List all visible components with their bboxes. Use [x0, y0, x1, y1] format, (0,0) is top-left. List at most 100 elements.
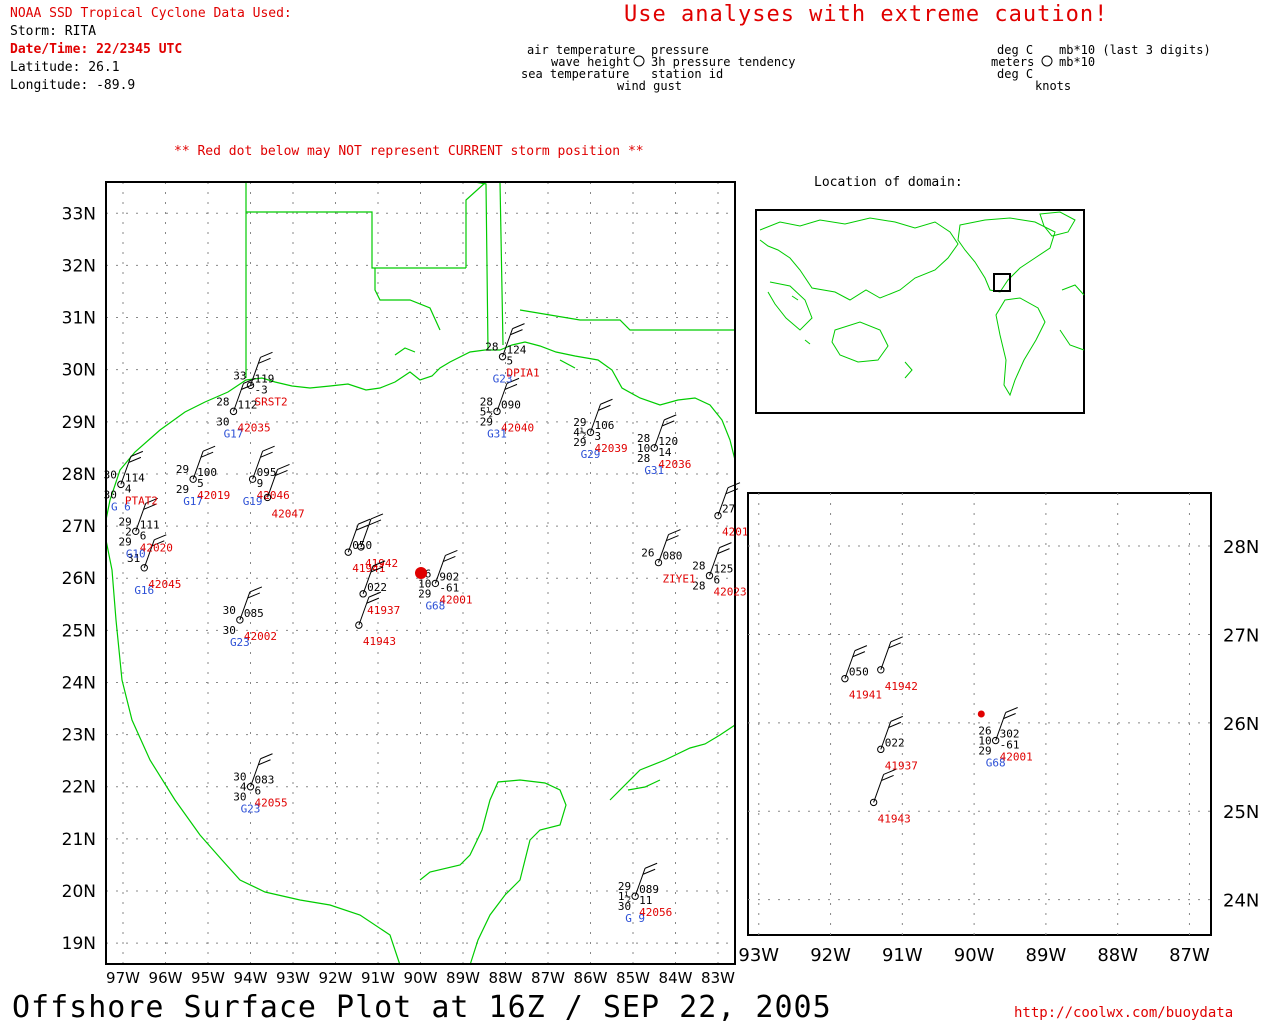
station-tend: 14	[658, 446, 672, 459]
main-lat-label: 31N	[62, 309, 96, 329]
wind-barb-feather	[727, 482, 741, 489]
locator-map	[755, 209, 1085, 414]
station-temp: 26	[978, 725, 991, 738]
station-temp: 30	[233, 771, 246, 784]
wind-barb-feather	[600, 398, 613, 405]
units-sea-temp: deg C	[997, 67, 1034, 81]
wind-barb	[358, 596, 370, 626]
station-temp: 30	[104, 468, 117, 481]
station-sst: 28	[637, 452, 650, 465]
station-pres: 080	[663, 550, 683, 563]
station-id: 42019	[197, 489, 230, 502]
station-tend: 6	[255, 785, 262, 798]
wind-barb-feather	[143, 503, 156, 510]
station-wave: 1½	[618, 890, 631, 903]
station-ship: G31	[644, 464, 664, 477]
inset-lon-label: 88W	[1097, 945, 1138, 966]
storm-datetime: Date/Time: 22/2345 UTC	[10, 42, 183, 57]
inset-lon-label: 90W	[954, 945, 995, 966]
station-41941: 050 41941	[841, 645, 882, 702]
wind-barb-feather	[260, 351, 273, 358]
station-temp: 31	[127, 552, 140, 565]
station-id: 42056	[639, 906, 672, 919]
main-lon-label: 89W	[446, 969, 480, 987]
storm-position-dot	[415, 567, 427, 579]
station-id: PTAT2	[125, 494, 158, 507]
inset-lat-label: 25N	[1223, 802, 1259, 823]
wind-barb-feather	[358, 518, 371, 525]
station-circle	[431, 579, 440, 588]
station-pres: 112	[238, 398, 258, 411]
station-id: SRST2	[255, 395, 288, 408]
station-42013: 27 42013	[714, 482, 755, 539]
wind-barb	[434, 555, 446, 584]
station-sst: 29	[978, 745, 991, 758]
station-id: 42013	[722, 526, 755, 539]
storm-name: Storm: RITA	[10, 24, 97, 39]
wind-barb	[653, 419, 665, 449]
station-ship: G 9	[625, 912, 645, 925]
station-circle	[650, 444, 658, 452]
station-ziye1: 26 080 ZIYE1	[641, 529, 696, 586]
wind-barb-feather	[202, 445, 216, 452]
main-lon-labels: 97W 96W 95W 94W 93W 92W 91W 90W 89W 88W 87W 86W 85W 8…	[106, 969, 735, 987]
wind-barb-feather	[443, 555, 456, 562]
station-circle	[357, 543, 365, 551]
station-circle	[246, 381, 255, 390]
station-id: 42023	[714, 586, 747, 599]
main-lat-label: 27N	[62, 517, 96, 537]
station-wave: 4½	[573, 426, 586, 439]
station-circle	[117, 480, 125, 489]
main-lon-label: 96W	[149, 969, 183, 987]
wind-barb-feather	[504, 383, 518, 390]
station-temp: 28	[637, 432, 650, 445]
wind-barb	[233, 383, 244, 412]
station-ship: G31	[487, 427, 507, 440]
wind-barb-feather	[128, 456, 142, 463]
station-temp: 28	[480, 395, 493, 408]
station-circle	[263, 493, 272, 502]
station-pres: 089	[639, 883, 659, 896]
wind-barb	[250, 758, 261, 787]
station-circle	[132, 527, 140, 535]
wind-barb-feather	[888, 642, 901, 649]
wind-barb-feather	[445, 549, 458, 556]
wind-barb-feather	[243, 377, 256, 384]
main-lat-label: 28N	[62, 465, 96, 485]
station-id: 42036	[658, 458, 691, 471]
wind-barb	[658, 534, 669, 563]
station-sst: 29	[119, 535, 132, 548]
station-circle	[248, 475, 257, 483]
station-id: 42001	[439, 593, 472, 606]
wind-barb	[717, 487, 729, 516]
station-circle	[493, 407, 501, 416]
station-id: 42046	[257, 489, 290, 502]
wind-barb	[634, 868, 646, 897]
station-pres: 085	[244, 607, 264, 620]
inset-lon-label: 89W	[1026, 945, 1067, 966]
station-pres: 106	[595, 419, 615, 432]
station-ship: G 6	[111, 500, 131, 513]
station-ship: G17	[183, 495, 203, 508]
wind-barb	[192, 450, 204, 480]
main-map: 33N 32N 31N 30N 29N 28N 27N 26N 25N 24N 23N 22N 21N 2…	[62, 181, 755, 987]
wind-barb	[360, 518, 372, 548]
wind-barb	[709, 547, 720, 576]
legend-station-id: station id	[651, 67, 724, 81]
station-41937: 022 41937	[359, 560, 400, 617]
station-sst: 30	[618, 900, 631, 913]
wind-barb-feather	[598, 404, 611, 411]
station-ship: G23	[230, 636, 250, 649]
wind-barb-feather	[366, 597, 380, 604]
station-id: 41942	[885, 680, 918, 693]
wind-barb	[496, 383, 508, 412]
station-tend: 9	[257, 477, 264, 490]
wind-barb	[250, 357, 261, 386]
